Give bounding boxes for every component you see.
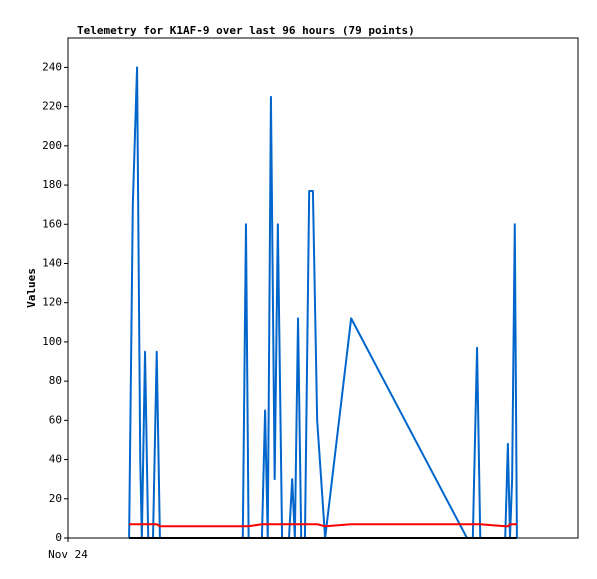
y-tick-label: 0 — [55, 531, 62, 544]
y-tick-label: 40 — [49, 453, 62, 466]
y-axis-label: Values — [25, 268, 38, 308]
y-tick-label: 180 — [42, 178, 62, 191]
y-tick-label: 140 — [42, 256, 62, 269]
series-line — [128, 66, 518, 539]
y-tick-label: 160 — [42, 217, 62, 230]
y-tick-label: 200 — [42, 139, 62, 152]
x-tick-label: Nov 24 — [48, 548, 88, 561]
y-tick-label: 240 — [42, 60, 62, 73]
y-tick-label: 120 — [42, 296, 62, 309]
series-line — [129, 523, 517, 528]
y-tick-label: 20 — [49, 492, 62, 505]
y-tick-label: 100 — [42, 335, 62, 348]
y-tick-label: 220 — [42, 100, 62, 113]
y-tick-label: 60 — [49, 413, 62, 426]
chart-title: Telemetry for K1AF-9 over last 96 hours … — [77, 24, 415, 37]
y-tick-label: 80 — [49, 374, 62, 387]
plot-frame — [67, 37, 579, 539]
